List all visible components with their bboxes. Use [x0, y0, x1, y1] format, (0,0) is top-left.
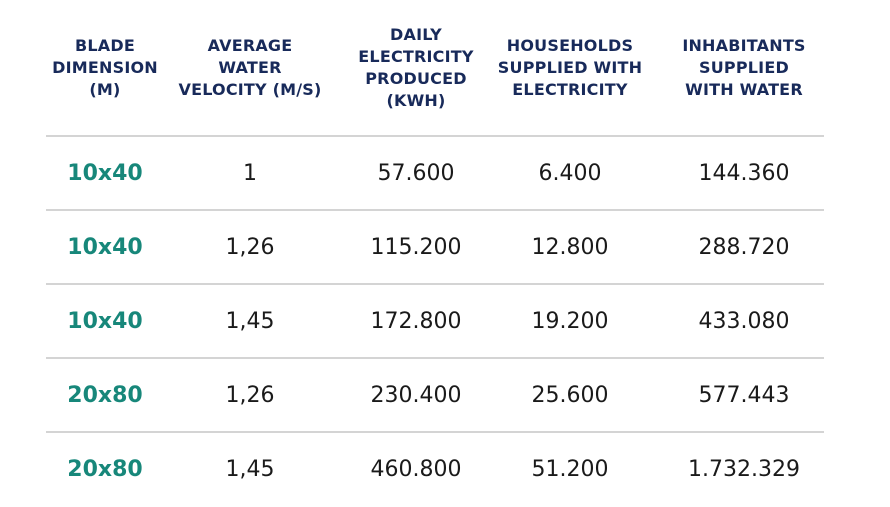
cell-electricity-produced: 172.800: [370, 308, 462, 334]
table-row: 10x40 1 57.600 6.400 144.360: [46, 137, 824, 211]
cell-water-velocity: 1,45: [225, 308, 275, 334]
cell-blade-dimension: 20x80: [67, 456, 143, 482]
table-row: 10x40 1,26 115.200 12.800 288.720: [46, 211, 824, 285]
cell-water-velocity: 1,26: [225, 234, 275, 260]
table-row: 20x80 1,45 460.800 51.200 1.732.329: [46, 433, 824, 507]
cell-electricity-produced: 460.800: [370, 456, 462, 482]
cell-blade-dimension: 10x40: [67, 308, 143, 334]
header-daily-electricity-produced: DAILY ELECTRICITY PRODUCED (KWH): [358, 25, 474, 110]
cell-blade-dimension: 10x40: [67, 234, 143, 260]
header-households-supplied: HOUSEHOLDS SUPPLIED WITH ELECTRICITY: [497, 36, 643, 99]
cell-inhabitants: 1.732.329: [688, 456, 800, 482]
header-inhabitants-supplied: INHABITANTS SUPPLIED WITH WATER: [682, 36, 806, 99]
cell-inhabitants: 288.720: [698, 234, 790, 260]
cell-blade-dimension: 10x40: [67, 160, 143, 186]
cell-blade-dimension: 20x80: [67, 382, 143, 408]
cell-electricity-produced: 115.200: [370, 234, 462, 260]
cell-water-velocity: 1,26: [225, 382, 275, 408]
data-table: BLADE DIMENSION (M) AVERAGE WATER VELOCI…: [46, 0, 824, 507]
cell-inhabitants: 144.360: [698, 160, 790, 186]
cell-electricity-produced: 57.600: [377, 160, 455, 186]
cell-electricity-produced: 230.400: [370, 382, 462, 408]
cell-households: 25.600: [531, 382, 609, 408]
header-blade-dimension: BLADE DIMENSION (M): [52, 36, 158, 99]
cell-households: 6.400: [538, 160, 602, 186]
cell-households: 19.200: [531, 308, 609, 334]
cell-inhabitants: 433.080: [698, 308, 790, 334]
table-row: 20x80 1,26 230.400 25.600 577.443: [46, 359, 824, 433]
header-average-water-velocity: AVERAGE WATER VELOCITY (M/S): [178, 36, 322, 99]
cell-water-velocity: 1: [243, 160, 257, 186]
cell-inhabitants: 577.443: [698, 382, 790, 408]
table-row: 10x40 1,45 172.800 19.200 433.080: [46, 285, 824, 359]
cell-households: 51.200: [531, 456, 609, 482]
table-header-row: BLADE DIMENSION (M) AVERAGE WATER VELOCI…: [46, 0, 824, 137]
cell-households: 12.800: [531, 234, 609, 260]
cell-water-velocity: 1,45: [225, 456, 275, 482]
